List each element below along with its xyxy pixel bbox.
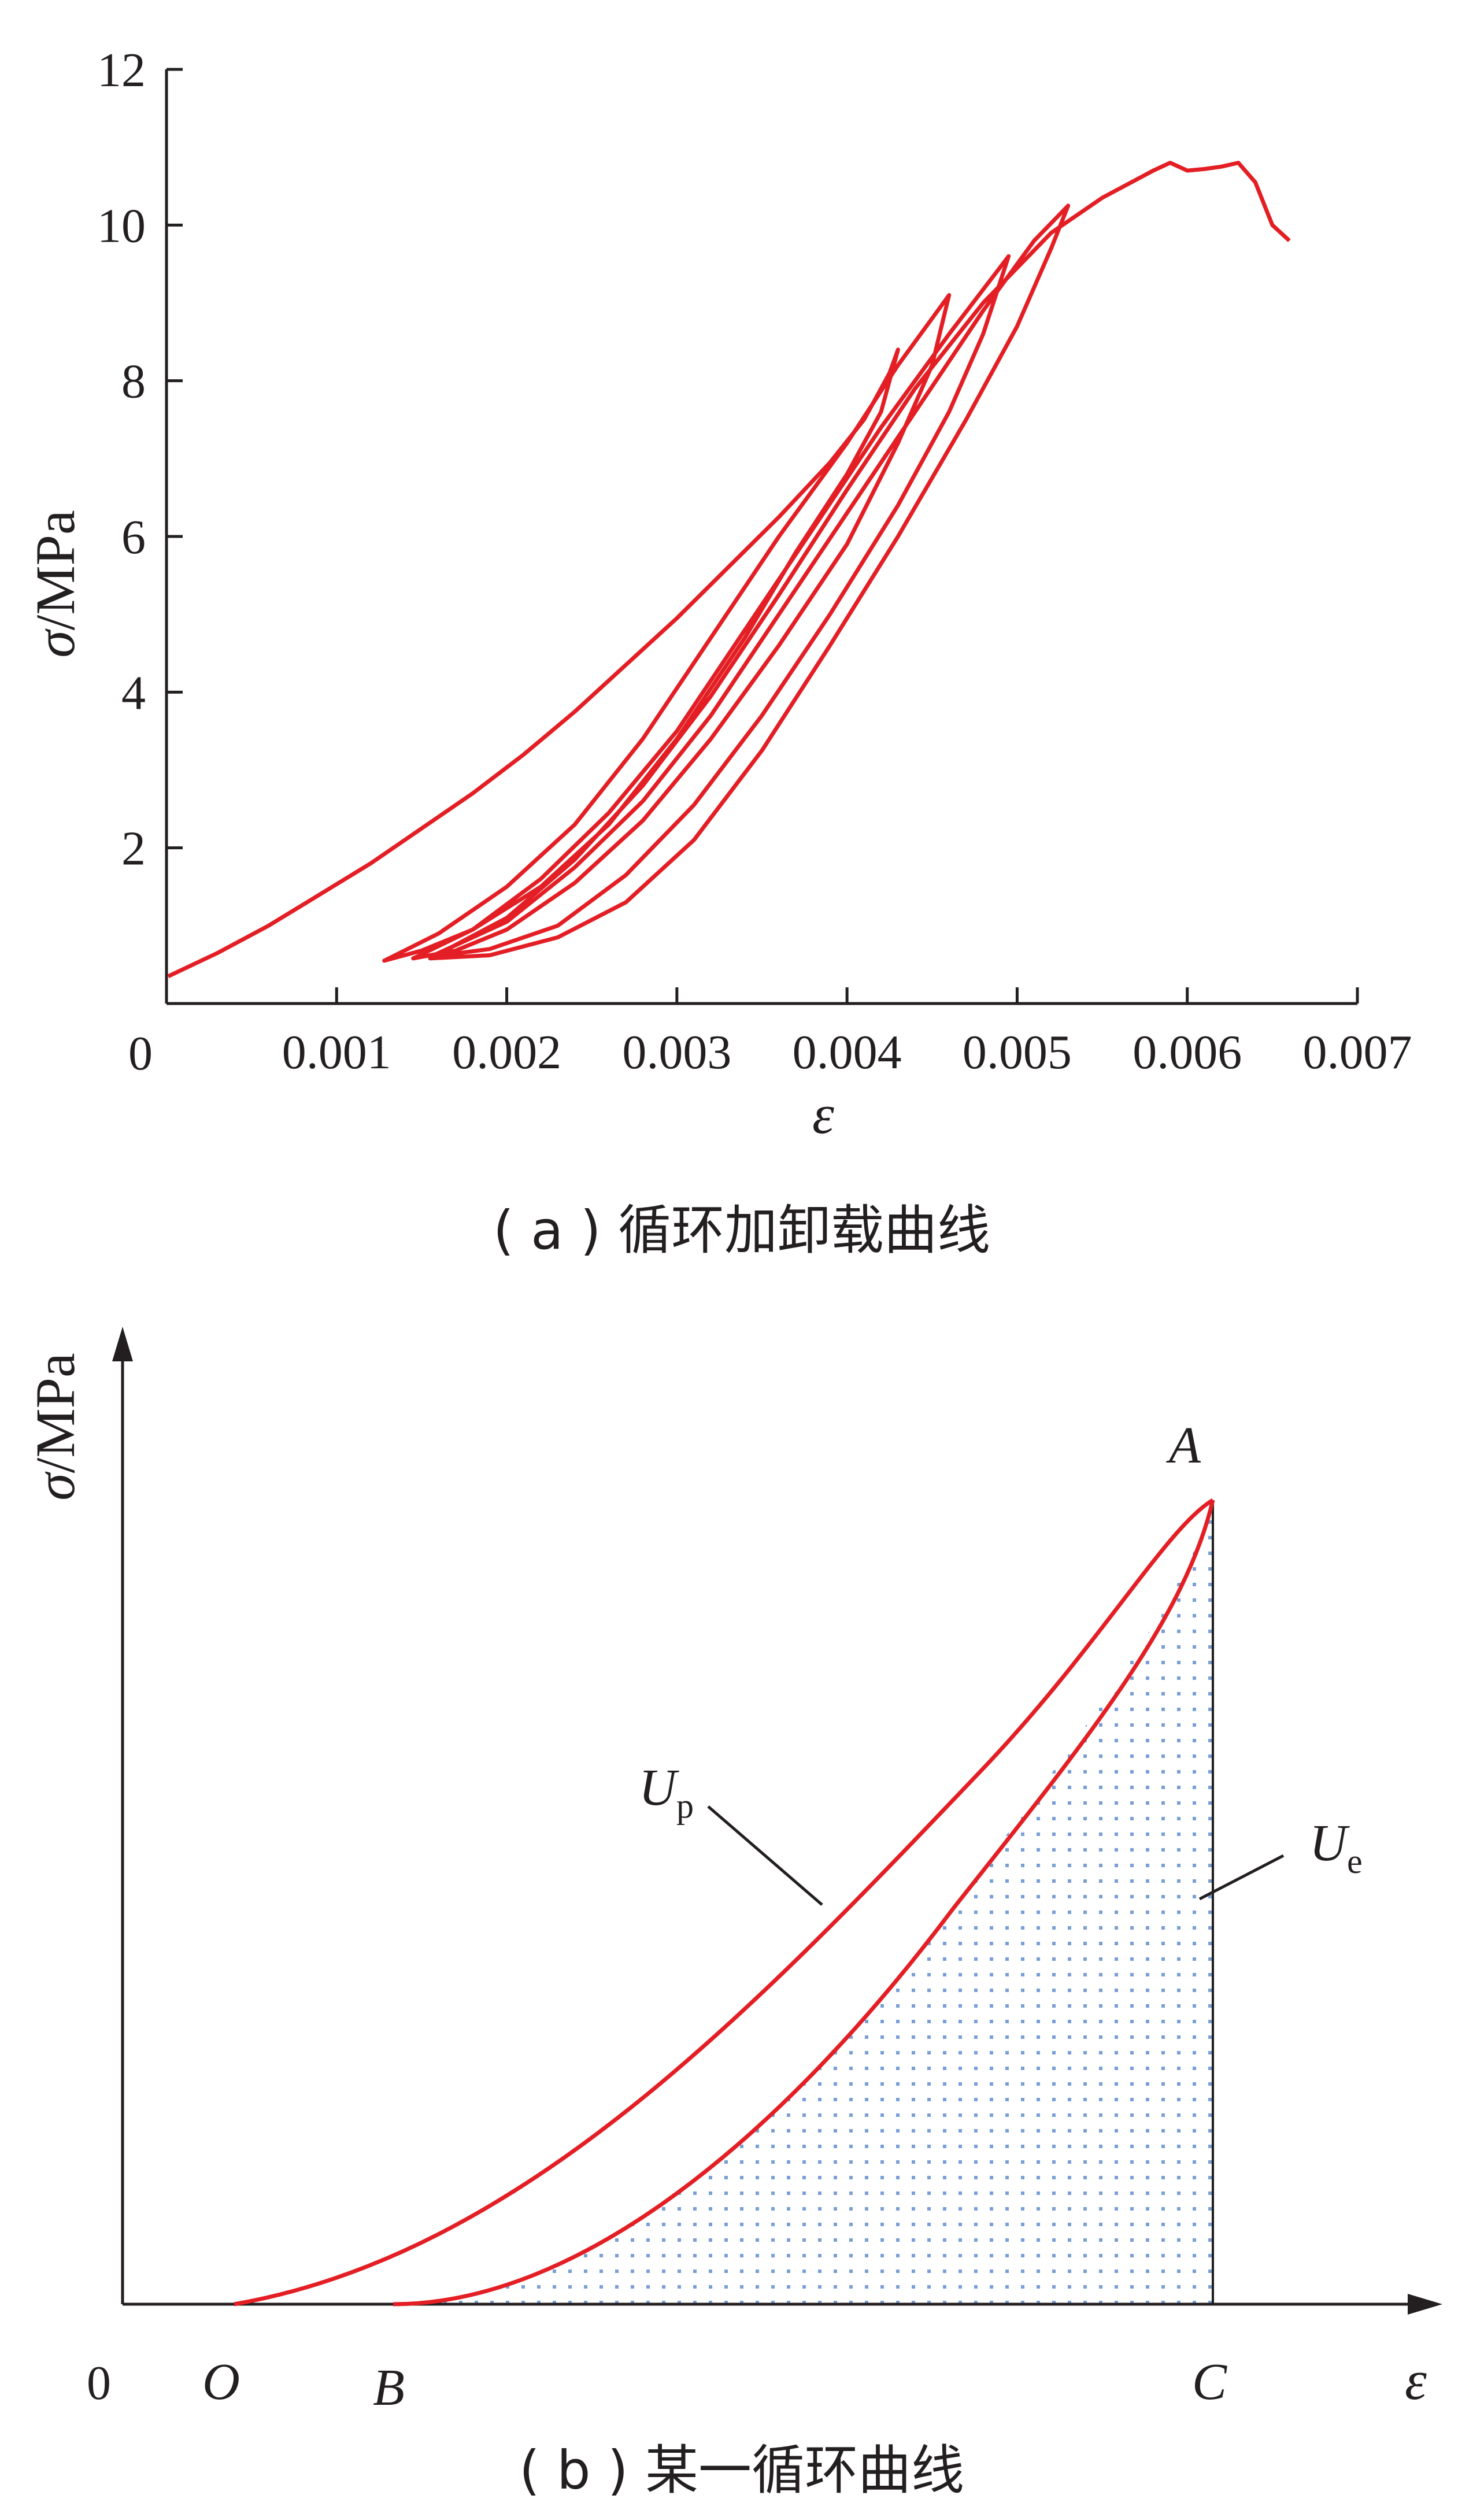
y-ticks: 2 4 6 8 10 12 [97, 43, 183, 876]
origin-label: 0 [128, 1027, 153, 1080]
x-tick-label: 0.005 [963, 1026, 1072, 1079]
up-label-main: U [639, 1759, 679, 1816]
x-axis-arrow [1408, 2294, 1442, 2315]
y-axis-arrow [112, 1327, 133, 1361]
caption-a: ( a ) 循环加卸载曲线 [493, 1200, 990, 1261]
up-label-sub: p [676, 1787, 694, 1825]
y-axis-label-b: σ/MPa [24, 1353, 86, 1500]
point-b-label: B [373, 2359, 405, 2416]
x-tick-label: 0.004 [793, 1026, 902, 1079]
y-axis-symbol-b: σ [24, 1471, 86, 1501]
ue-dotted-region [393, 1505, 1213, 2304]
y-tick-label: 10 [97, 199, 146, 253]
up-label: Up [639, 1759, 694, 1825]
stress-strain-line [167, 161, 1291, 979]
x-tick-label: 0.002 [452, 1026, 561, 1079]
x-tick-label: 0.001 [282, 1026, 391, 1079]
up-leader [707, 1805, 823, 1906]
x-ticks: 0.001 0.002 0.003 0.004 0.005 0.006 0.007 [282, 987, 1412, 1079]
y-tick-label: 12 [97, 43, 146, 97]
ue-label: Ue [1309, 1815, 1363, 1880]
loading-curve [234, 1498, 1214, 2307]
y-axis-symbol: σ [24, 628, 86, 658]
point-o-label: O [202, 2353, 240, 2411]
y-tick-label: 8 [121, 355, 146, 409]
x-axis-label-b: ε [1405, 2349, 1427, 2411]
ue-label-main: U [1309, 1815, 1350, 1872]
y-tick-label: 2 [121, 822, 146, 876]
x-axis-label: ε [812, 1083, 834, 1145]
caption-b: ( b ) 某一循环曲线 [519, 2439, 964, 2501]
point-a-label: A [1166, 1417, 1201, 1474]
series-group [167, 161, 1291, 979]
y-tick-label: 4 [121, 666, 146, 720]
x-tick-label: 0.003 [622, 1026, 731, 1079]
x-tick-label: 0.006 [1133, 1026, 1242, 1079]
ue-label-sub: e [1347, 1842, 1363, 1880]
origin-label-b: 0 [87, 2356, 111, 2410]
x-tick-label: 0.007 [1303, 1026, 1412, 1079]
y-tick-label: 6 [121, 510, 146, 564]
panel-b-diagram: 0 O B C A ε σ/MPa Up Ue ( b ) 某一循环曲线 [24, 1327, 1442, 2501]
y-axis-unit-b: /MPa [24, 1353, 86, 1473]
y-axis-label: σ/MPa [24, 510, 86, 657]
point-c-label: C [1192, 2353, 1227, 2411]
y-axis-unit: /MPa [24, 510, 86, 630]
ue-leader [1198, 1854, 1285, 1901]
unloading-curve [393, 1500, 1215, 2307]
